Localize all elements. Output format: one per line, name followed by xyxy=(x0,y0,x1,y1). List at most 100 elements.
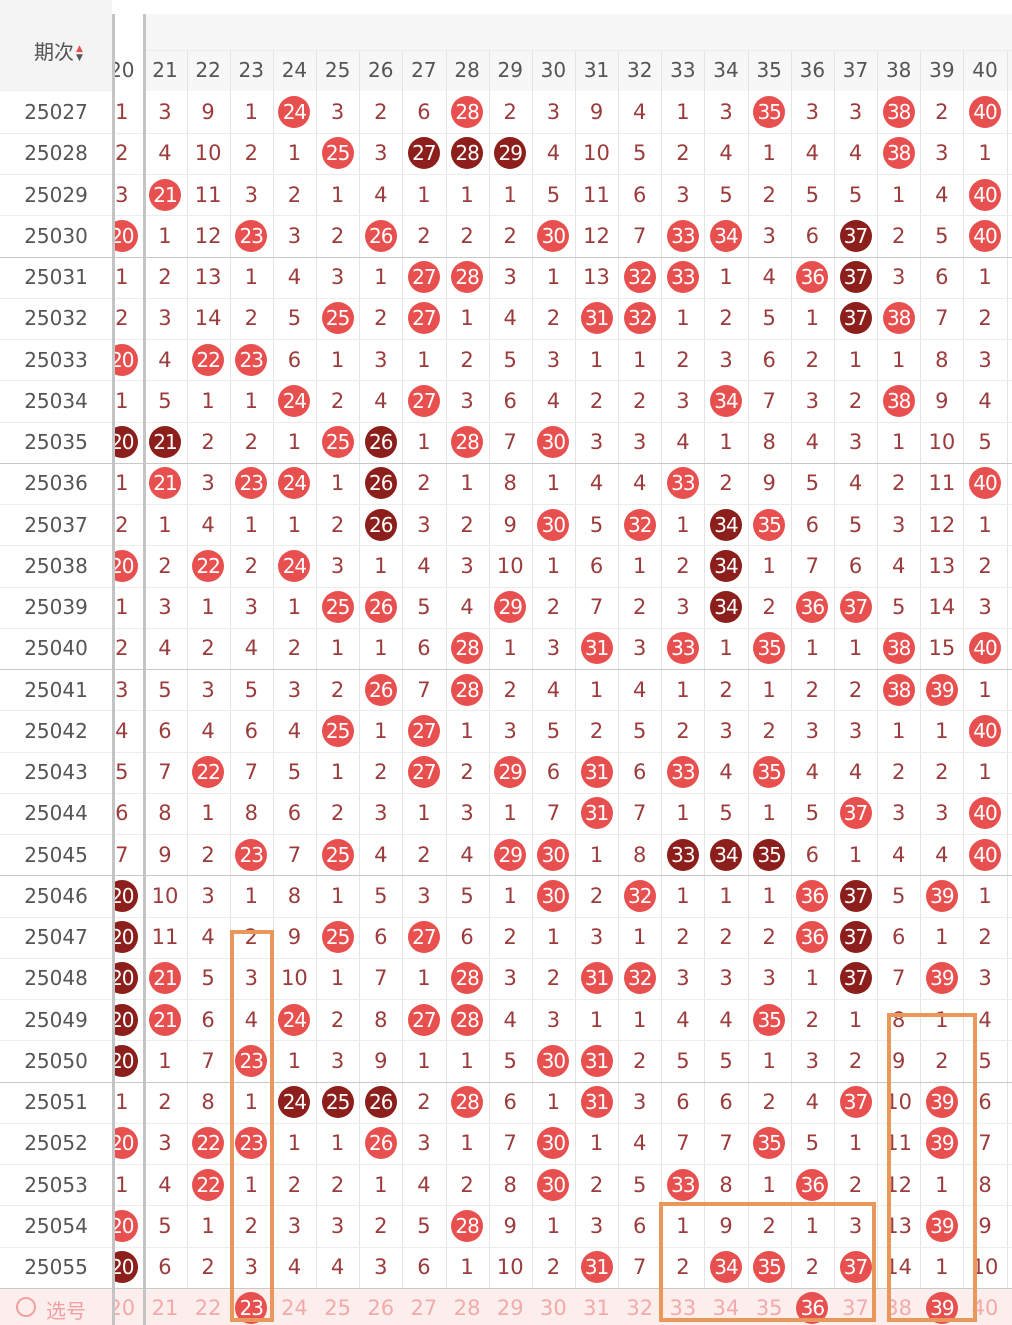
miss-count: 6 xyxy=(503,1090,517,1115)
row-line xyxy=(0,1164,1012,1165)
miss-count: 6 xyxy=(633,760,647,785)
select-number[interactable]: 29 xyxy=(496,1295,524,1320)
select-number[interactable]: 37 xyxy=(842,1295,869,1320)
miss-count: 2 xyxy=(503,223,517,248)
selected-ball[interactable]: 39 xyxy=(925,1291,958,1324)
miss-count: 9 xyxy=(935,388,949,413)
miss-count: 9 xyxy=(589,100,604,125)
miss-count: 2 xyxy=(676,718,690,743)
miss-count: 6 xyxy=(417,100,431,125)
number-ball: 28 xyxy=(451,1209,484,1242)
miss-count: 2 xyxy=(115,512,129,537)
number-ball: 21 xyxy=(148,426,181,459)
number-ball: 35 xyxy=(753,1127,786,1160)
miss-count: 3 xyxy=(417,512,431,537)
miss-count: 2 xyxy=(244,141,258,166)
miss-count: 2 xyxy=(201,430,215,455)
number-ball: 30 xyxy=(537,838,570,871)
miss-count: 1 xyxy=(762,1048,776,1073)
miss-count: 4 xyxy=(719,141,733,166)
number-ball: 38 xyxy=(882,384,915,417)
number-ball: 25 xyxy=(321,137,354,170)
number-ball: 27 xyxy=(407,1003,440,1036)
miss-count: 4 xyxy=(762,265,776,290)
select-number[interactable]: 28 xyxy=(453,1295,481,1320)
miss-count: 6 xyxy=(762,347,776,372)
miss-count: 3 xyxy=(244,595,258,620)
miss-count: 5 xyxy=(762,306,776,331)
miss-count: 3 xyxy=(158,100,172,125)
miss-count: 4 xyxy=(158,636,172,661)
miss-count: 6 xyxy=(158,1255,172,1280)
number-ball: 37 xyxy=(839,261,872,294)
number-ball: 24 xyxy=(278,467,311,500)
select-number[interactable]: 31 xyxy=(583,1295,610,1320)
number-ball: 20 xyxy=(112,343,138,376)
miss-count: 1 xyxy=(891,182,906,207)
select-number[interactable]: 27 xyxy=(410,1295,438,1320)
miss-count: 3 xyxy=(374,1255,388,1280)
miss-count: 7 xyxy=(891,966,906,991)
miss-count: 2 xyxy=(417,223,431,248)
select-number[interactable]: 20 xyxy=(112,1295,136,1320)
miss-count: 4 xyxy=(978,1007,992,1032)
period: 25035 xyxy=(24,430,88,455)
row-line xyxy=(0,256,1012,258)
miss-count: 1 xyxy=(546,1213,561,1238)
miss-count: 8 xyxy=(633,842,647,867)
number-ball: 26 xyxy=(364,426,397,459)
select-number[interactable]: 32 xyxy=(626,1295,654,1320)
number-ball: 21 xyxy=(148,467,181,500)
select-number[interactable]: 30 xyxy=(540,1295,567,1320)
miss-count: 1 xyxy=(848,636,863,661)
miss-count: 7 xyxy=(633,223,647,248)
miss-count: 9 xyxy=(201,100,215,125)
miss-count: 2 xyxy=(546,306,561,331)
miss-count: 3 xyxy=(805,718,820,743)
miss-count: 4 xyxy=(676,430,690,455)
select-number[interactable]: 24 xyxy=(281,1295,308,1320)
number-ball: 39 xyxy=(925,1209,958,1242)
miss-count: 2 xyxy=(891,471,906,496)
miss-count: 1 xyxy=(503,636,517,661)
miss-count: 3 xyxy=(978,595,992,620)
miss-count: 6 xyxy=(978,1090,992,1115)
number-ball: 35 xyxy=(753,838,786,871)
miss-count: 1 xyxy=(935,1172,949,1197)
miss-count: 1 xyxy=(589,842,604,867)
miss-count: 7 xyxy=(633,801,647,826)
select-number[interactable]: 35 xyxy=(755,1295,783,1320)
number-ball: 35 xyxy=(753,508,786,541)
miss-count: 2 xyxy=(935,760,949,785)
miss-count: 1 xyxy=(460,1255,474,1280)
select-number[interactable]: 25 xyxy=(324,1295,351,1320)
select-number[interactable]: 26 xyxy=(367,1295,395,1320)
select-number[interactable]: 33 xyxy=(669,1295,697,1320)
miss-count: 8 xyxy=(762,430,776,455)
select-number[interactable]: 21 xyxy=(151,1295,179,1320)
footer-label[interactable]: 选号 xyxy=(46,1299,86,1323)
number-ball: 34 xyxy=(710,549,743,582)
number-ball: 21 xyxy=(148,178,181,211)
column-header: 26 xyxy=(368,58,394,82)
select-icon[interactable] xyxy=(16,1297,36,1317)
miss-count: 3 xyxy=(935,801,949,826)
miss-count: 1 xyxy=(589,1007,604,1032)
miss-count: 1 xyxy=(935,1255,949,1280)
divider xyxy=(143,14,146,1325)
miss-count: 7 xyxy=(158,760,172,785)
miss-count: 1 xyxy=(158,223,172,248)
miss-count: 8 xyxy=(503,471,517,496)
miss-count: 2 xyxy=(460,512,474,537)
number-ball: 32 xyxy=(623,261,656,294)
select-number[interactable]: 34 xyxy=(712,1295,740,1320)
miss-count: 5 xyxy=(978,430,992,455)
miss-count: 7 xyxy=(719,1131,733,1156)
miss-count: 1 xyxy=(330,347,345,372)
miss-count: 1 xyxy=(115,388,129,413)
miss-count: 2 xyxy=(978,306,992,331)
miss-count: 7 xyxy=(633,1255,647,1280)
select-number[interactable]: 22 xyxy=(194,1295,222,1320)
miss-count: 3 xyxy=(935,141,949,166)
period-label[interactable]: 期次 ▲ ▼ xyxy=(34,36,83,65)
